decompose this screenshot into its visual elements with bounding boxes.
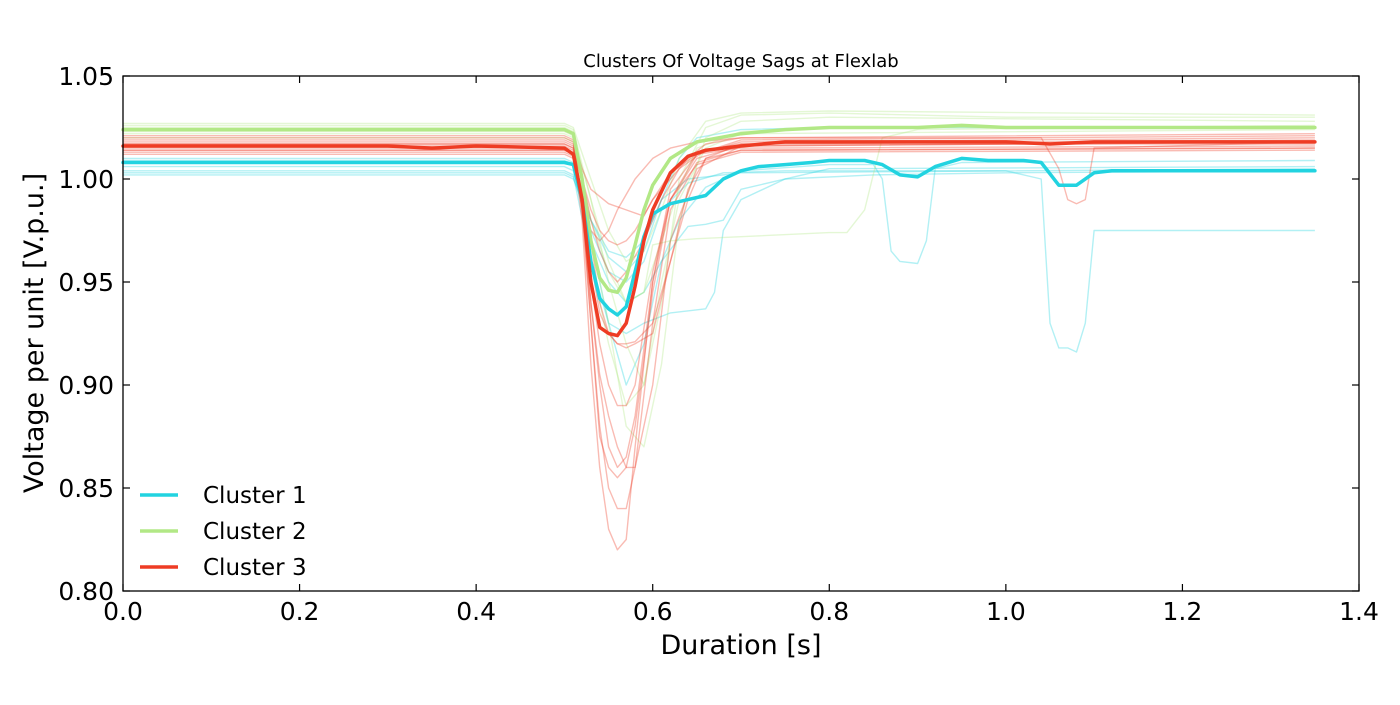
- cluster-centroid-lines: [121, 123, 1317, 338]
- x-tick-label: 0.4: [456, 597, 496, 626]
- member-trace-12: [123, 128, 1315, 407]
- member-trace-6: [123, 168, 1315, 258]
- member-trace-9: [123, 126, 1315, 304]
- legend-label-cluster-2: Cluster 2: [203, 519, 307, 545]
- y-tick-label: 1.00: [58, 165, 114, 194]
- y-tick-label: 1.05: [58, 62, 114, 91]
- x-axis-label: Duration [s]: [661, 630, 822, 661]
- series-line-cluster-2: [121, 123, 1317, 295]
- member-trace-10: [123, 124, 1315, 304]
- x-tick-label: 0.8: [809, 597, 849, 626]
- series-line-cluster-1: [121, 156, 1317, 317]
- series-line-cluster-3: [121, 140, 1317, 338]
- member-trace-11: [123, 110, 1315, 263]
- plot-area: [123, 76, 1359, 591]
- x-tick-label: 0.2: [280, 597, 320, 626]
- y-tick-label: 0.80: [58, 577, 114, 606]
- legend: Cluster 1 Cluster 2 Cluster 3: [140, 483, 307, 581]
- plot-frame: [122, 75, 1360, 592]
- y-tick-label: 0.90: [58, 371, 114, 400]
- legend-label-cluster-1: Cluster 1: [203, 483, 307, 509]
- y-axis-label: Voltage per unit [V.p.u.]: [19, 173, 50, 493]
- chart-title: Clusters Of Voltage Sags at Flexlab: [583, 51, 898, 72]
- x-tick-label: 1.0: [986, 597, 1026, 626]
- y-tick-label: 0.95: [58, 268, 114, 297]
- member-trace-1: [123, 170, 1315, 335]
- member-trace-4: [123, 170, 1315, 353]
- x-tick-label: 1.4: [1339, 597, 1379, 626]
- legend-label-cluster-3: Cluster 3: [203, 555, 307, 581]
- member-trace-21: [123, 143, 1315, 283]
- y-tick-label: 0.85: [58, 474, 114, 503]
- x-axis-ticks: 0.0 0.2 0.4 0.6 0.8 1.0 1.2 1.4: [103, 76, 1379, 626]
- x-tick-label: 0.6: [633, 597, 673, 626]
- x-tick-label: 1.2: [1163, 597, 1203, 626]
- x-tick-label: 0.0: [103, 597, 143, 626]
- y-axis-ticks: 0.80 0.85 0.90 0.95 1.00 1.05: [58, 62, 1359, 606]
